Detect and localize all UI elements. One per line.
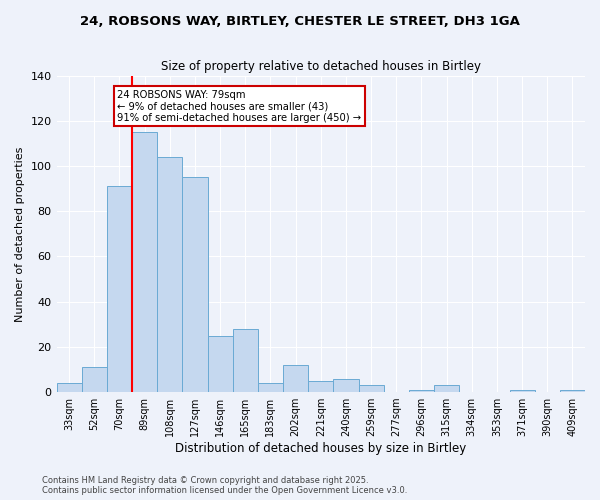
X-axis label: Distribution of detached houses by size in Birtley: Distribution of detached houses by size … [175, 442, 466, 455]
Bar [434, 386, 459, 392]
Bar [82, 367, 107, 392]
Bar [107, 186, 132, 392]
Bar [233, 329, 258, 392]
Bar [308, 381, 334, 392]
Bar [334, 378, 359, 392]
Bar [258, 383, 283, 392]
Bar [208, 336, 233, 392]
Text: 24 ROBSONS WAY: 79sqm
← 9% of detached houses are smaller (43)
91% of semi-detac: 24 ROBSONS WAY: 79sqm ← 9% of detached h… [118, 90, 361, 123]
Bar [359, 386, 383, 392]
Text: Contains HM Land Registry data © Crown copyright and database right 2025.
Contai: Contains HM Land Registry data © Crown c… [42, 476, 407, 495]
Bar [560, 390, 585, 392]
Text: 24, ROBSONS WAY, BIRTLEY, CHESTER LE STREET, DH3 1GA: 24, ROBSONS WAY, BIRTLEY, CHESTER LE STR… [80, 15, 520, 28]
Title: Size of property relative to detached houses in Birtley: Size of property relative to detached ho… [161, 60, 481, 73]
Bar [182, 178, 208, 392]
Bar [509, 390, 535, 392]
Bar [56, 383, 82, 392]
Bar [132, 132, 157, 392]
Bar [157, 157, 182, 392]
Y-axis label: Number of detached properties: Number of detached properties [15, 146, 25, 322]
Bar [283, 365, 308, 392]
Bar [409, 390, 434, 392]
